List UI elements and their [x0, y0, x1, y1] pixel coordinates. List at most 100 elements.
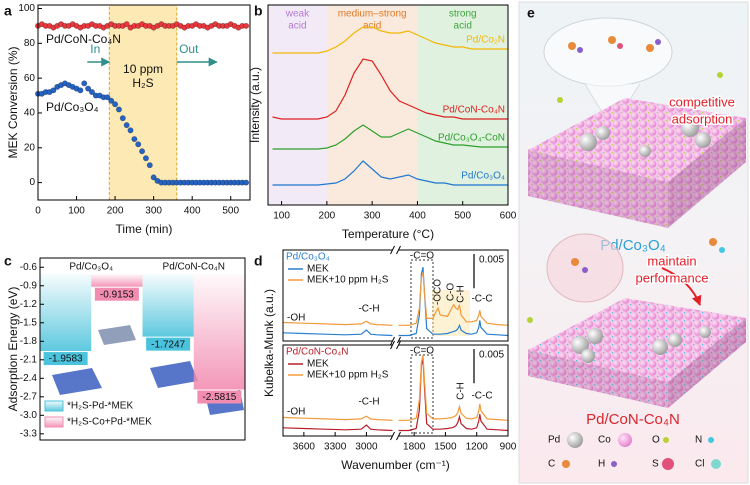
element-label: O [652, 435, 660, 446]
data-point [142, 155, 149, 162]
slab-shade [528, 150, 668, 228]
y-tick-label: -1.2 [20, 299, 38, 310]
peak-label: -C=O [410, 251, 434, 262]
element-label: Co [598, 435, 611, 446]
highlight-band [432, 290, 470, 336]
y-tick-label: -0.9 [20, 280, 38, 291]
data-point [112, 101, 119, 108]
peak-label: -C-H [358, 304, 379, 315]
y-tick-label: 80 [24, 38, 36, 49]
legend-label: *H₂S-Co+Pd-*MEK [67, 417, 152, 428]
y-axis-label: MEK Conversion (%) [6, 46, 20, 158]
break-mark [390, 340, 395, 350]
y-axis-label: Intensity (a.u.) [248, 67, 262, 143]
data-point [146, 162, 153, 169]
x-axis-label: Temperature (°C) [342, 227, 434, 241]
x-tick-label: 200 [319, 211, 336, 222]
x-tick-label: 1800 [403, 442, 426, 453]
data-point [150, 174, 157, 181]
data-point [85, 85, 92, 92]
value-label: -2.5815 [202, 392, 236, 403]
legend-swatch [44, 416, 64, 428]
bar [40, 274, 92, 352]
panel-title: Pd/Co₃O₄ [286, 252, 330, 263]
y-tick-label: -3.0 [20, 410, 38, 421]
y-tick-label: 0 [29, 177, 35, 188]
peak-label: -C-C [471, 294, 492, 305]
peak-label: C-H [456, 285, 467, 303]
break-mark [390, 431, 395, 441]
window-label: H₂S [132, 76, 153, 90]
scale-bar-label: 0.005 [479, 255, 504, 266]
callout-text: maintain [647, 253, 696, 268]
x-tick-label: 200 [107, 206, 124, 217]
panel-label: d [254, 253, 263, 269]
arrow-label: Out [179, 42, 199, 56]
legend-label: MEK [307, 359, 329, 370]
acid-region [268, 5, 327, 205]
data-line [282, 329, 393, 337]
data-point [119, 115, 126, 122]
data-line [398, 272, 509, 326]
peak-label: -OCO [433, 279, 444, 305]
data-line [282, 424, 393, 432]
x-tick-label: 3000 [355, 442, 378, 453]
structure-icons [52, 325, 244, 415]
illustration: e competitive adsorption Pd/Co₃O₄ mainta… [518, 1, 749, 484]
element-legend: Pd Co O N C H S Cl [548, 432, 721, 470]
panel-label: e [527, 5, 535, 21]
break-mark [396, 245, 401, 255]
data-point [243, 179, 250, 186]
axis-break [392, 434, 399, 438]
data-point [77, 87, 84, 94]
legend-swatch [44, 400, 64, 412]
region-label: acid [363, 21, 381, 32]
x-tick-label: 1500 [434, 442, 457, 453]
peak-label: -C-H [358, 397, 379, 408]
exposure-window [108, 4, 178, 201]
x-tick-label: 300 [364, 211, 381, 222]
value-label: -0.9153 [100, 289, 134, 300]
x-tick-label: 400 [409, 211, 426, 222]
element-label: H [598, 459, 605, 470]
x-tick-label: 500 [222, 206, 239, 217]
callout-text: competitive [669, 94, 735, 109]
data-point [104, 94, 111, 101]
plot-frame [267, 4, 509, 206]
caption: Pd/CoN-Co₄N [586, 411, 680, 428]
scale-bar-label: 0.005 [479, 350, 504, 361]
slab-shade [528, 350, 668, 408]
region-label: weak [285, 9, 310, 20]
y-tick-label: -2.1 [20, 354, 38, 365]
legend-label: *H₂S-Pd-*MEK [67, 401, 133, 412]
pd-atoms [579, 119, 711, 157]
data-line [398, 355, 509, 421]
slab-front [528, 350, 668, 408]
y-tick-label: 100 [18, 3, 35, 14]
axis-break [392, 343, 399, 347]
peak-label: -OH [287, 407, 305, 418]
series-label: Pd/CoN-Co₄N [443, 105, 505, 116]
axis-break [392, 339, 399, 343]
axis-break [392, 248, 399, 252]
y-tick-label: -1.5 [20, 317, 38, 328]
y-axis-label: Kubelka-Munk (a.u.) [262, 289, 276, 397]
data-point [135, 141, 142, 148]
x-tick-label: 3600 [293, 442, 316, 453]
legend-label: MEK+10 ppm H₂S [307, 275, 389, 286]
data-point [88, 89, 95, 96]
data-line [272, 160, 508, 186]
element-label: Pd [548, 435, 560, 446]
slab-top [528, 298, 746, 382]
break-mark [390, 336, 395, 346]
x-tick-label: 600 [500, 211, 517, 222]
data-point [81, 80, 88, 87]
region-label: medium–strong [338, 9, 407, 20]
element-label: Cl [695, 459, 704, 470]
data-point [108, 97, 115, 104]
x-tick-label: 400 [184, 206, 201, 217]
panel-title: Pd/CoN-Co₄N [286, 347, 348, 358]
x-tick-label: 1200 [466, 442, 489, 453]
category-label: Pd/CoN-Co₄N [163, 262, 225, 273]
peak-label: -C=O [410, 346, 434, 357]
